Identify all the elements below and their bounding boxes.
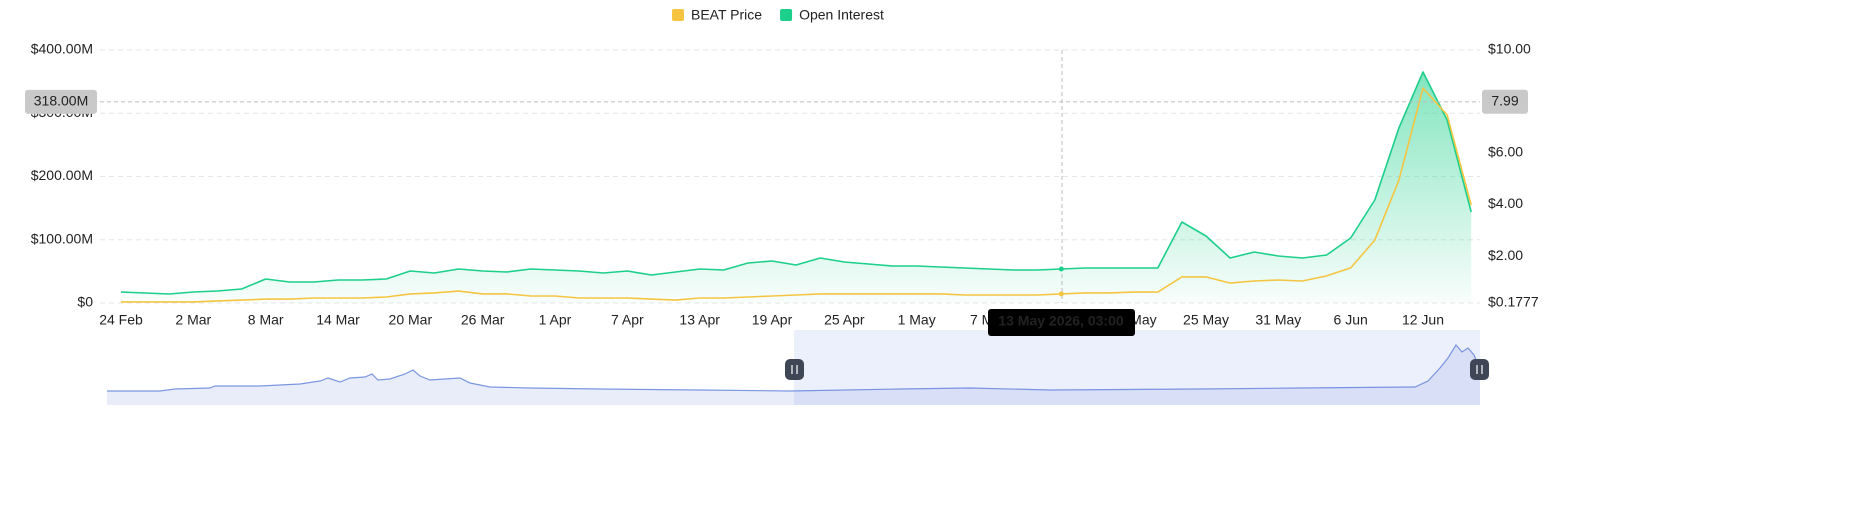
x-tick-label: 19 Apr bbox=[752, 312, 793, 328]
x-tick-label: 6 Jun bbox=[1334, 312, 1368, 328]
crosshair-x-label: 13 May 2026, 03:00 bbox=[998, 313, 1124, 329]
area bbox=[121, 72, 1472, 303]
crosshair-x-box bbox=[988, 309, 1135, 336]
y2-tick-label: $6.00 bbox=[1488, 144, 1523, 160]
plot: $0$100.00M$200.00M$300.00M$400.00M$0.177… bbox=[31, 41, 1539, 328]
x-tick-label: 2 Mar bbox=[175, 312, 211, 328]
hover-dot bbox=[1058, 266, 1064, 272]
x-tick-label: 25 May bbox=[1183, 312, 1229, 328]
x-tick-label: 1 May bbox=[898, 312, 936, 328]
x-tick-label: 12 Jun bbox=[1402, 312, 1444, 328]
x-tick-label: 1 Apr bbox=[539, 312, 572, 328]
y2-tick-label: $2.00 bbox=[1488, 247, 1523, 263]
crosshair-y2-box bbox=[1482, 89, 1528, 114]
legend-label: Open Interest bbox=[799, 7, 884, 23]
y-tick-label: $0 bbox=[77, 294, 93, 310]
legend-item[interactable]: BEAT Price bbox=[672, 7, 762, 23]
y2-tick-label: $0.1777 bbox=[1488, 294, 1539, 310]
x-tick-label: 20 Mar bbox=[389, 312, 433, 328]
crosshair-y2-label: 7.99 bbox=[1491, 92, 1518, 108]
x-tick-label: 31 May bbox=[1255, 312, 1301, 328]
crosshair-y-box bbox=[25, 89, 97, 114]
legend-label: BEAT Price bbox=[691, 7, 762, 23]
navigator-line bbox=[107, 343, 1481, 392]
x-tick-label: 24 Feb bbox=[99, 312, 143, 328]
y2-tick-label: $10.00 bbox=[1488, 41, 1531, 57]
x-tick-label: 8 Mar bbox=[248, 312, 284, 328]
y-tick-label: $200.00M bbox=[31, 167, 93, 183]
hover-dot bbox=[1058, 291, 1064, 297]
x-tick-label: 7 Apr bbox=[611, 312, 644, 328]
y-tick-label: $400.00M bbox=[31, 41, 93, 57]
legend-swatch bbox=[672, 9, 684, 21]
x-tick-label: 25 Apr bbox=[824, 312, 865, 328]
crosshair-y-label: 318.00M bbox=[34, 93, 88, 109]
x-tick-label: 13 Apr bbox=[679, 312, 720, 328]
y-tick-label: $100.00M bbox=[31, 230, 93, 246]
x-tick-label: 26 Mar bbox=[461, 312, 505, 328]
series-line bbox=[121, 87, 1472, 303]
navigator bbox=[107, 330, 1489, 405]
navigator-selection[interactable] bbox=[794, 330, 1480, 405]
legend-swatch bbox=[780, 9, 793, 21]
x-tick-label: 14 Mar bbox=[316, 312, 360, 328]
y2-tick-label: $4.00 bbox=[1488, 195, 1523, 211]
navigator-handle[interactable] bbox=[1470, 359, 1489, 380]
navigator-handle[interactable] bbox=[785, 359, 804, 380]
series-line bbox=[120, 71, 1472, 295]
legend-item[interactable]: Open Interest bbox=[780, 7, 884, 23]
